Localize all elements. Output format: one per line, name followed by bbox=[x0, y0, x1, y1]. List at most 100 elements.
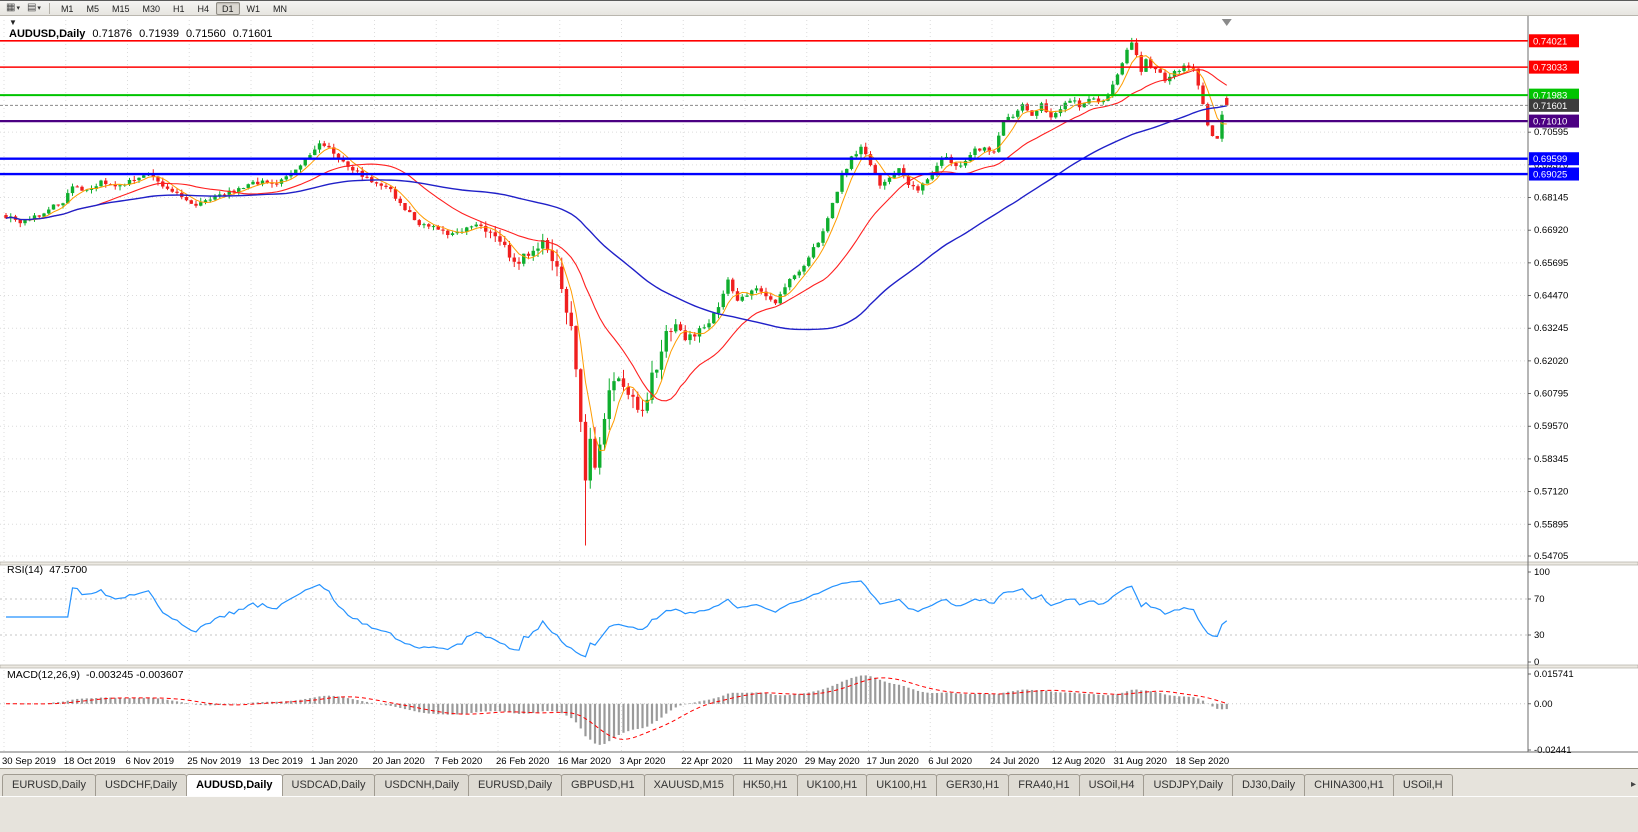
chart-tab[interactable]: HK50,H1 bbox=[732, 774, 798, 796]
svg-text:0.70595: 0.70595 bbox=[1534, 127, 1568, 138]
chart-window: 0.70595 0.69370 0.68145 0.66920 0.65695 0.644… bbox=[0, 16, 1638, 768]
symbol-label: AUDUSD,Daily bbox=[9, 28, 86, 40]
chart-template-icon: ▤ bbox=[26, 2, 37, 13]
chart-canvas[interactable]: 0.70595 0.69370 0.68145 0.66920 0.65695 0.644… bbox=[0, 16, 1638, 768]
chart-tab[interactable]: DJ30,Daily bbox=[1231, 774, 1306, 796]
timeframe-button-mn[interactable]: MN bbox=[273, 3, 288, 14]
svg-text:20 Jan 2020: 20 Jan 2020 bbox=[373, 756, 425, 767]
svg-text:0.69025: 0.69025 bbox=[1533, 170, 1567, 181]
svg-text:30: 30 bbox=[1534, 630, 1545, 641]
svg-text:18 Oct 2019: 18 Oct 2019 bbox=[64, 756, 116, 767]
svg-text:31 Aug 2020: 31 Aug 2020 bbox=[1114, 756, 1167, 767]
timeframe-button-m15[interactable]: M15 bbox=[111, 3, 130, 14]
svg-text:6 Nov 2019: 6 Nov 2019 bbox=[126, 756, 175, 767]
timeframe-toolbar: ▦ ▾ ▤ ▾ M1 M5 M15 M30 H1 H4 D1 W1 MN bbox=[0, 0, 1638, 16]
tile-charts-button[interactable]: ▦ ▾ bbox=[3, 1, 23, 15]
rsi-value: 47.5700 bbox=[49, 564, 88, 576]
chart-tab[interactable]: GER30,H1 bbox=[936, 774, 1010, 796]
rsi-label: RSI(14) 47.5700 bbox=[7, 564, 87, 576]
svg-text:0: 0 bbox=[1534, 657, 1539, 668]
svg-text:0.71983: 0.71983 bbox=[1533, 91, 1567, 102]
svg-text:0.58345: 0.58345 bbox=[1534, 454, 1568, 465]
chart-tab[interactable]: UK100,H1 bbox=[866, 774, 938, 796]
macd-label: MACD(12,26,9) -0.003245 -0.003607 bbox=[7, 669, 183, 681]
status-bar bbox=[0, 796, 1638, 832]
svg-text:30 Sep 2019: 30 Sep 2019 bbox=[2, 756, 56, 767]
chevron-down-icon: ▾ bbox=[37, 4, 41, 12]
svg-text:0.59570: 0.59570 bbox=[1534, 421, 1568, 432]
svg-text:0.74021: 0.74021 bbox=[1533, 36, 1567, 47]
ohlc-high: 0.71939 bbox=[139, 28, 179, 40]
svg-text:11 May 2020: 11 May 2020 bbox=[743, 756, 797, 767]
ohlc-close: 0.71601 bbox=[232, 28, 273, 40]
svg-text:17 Jun 2020: 17 Jun 2020 bbox=[867, 756, 919, 767]
rsi-name: RSI(14) bbox=[7, 564, 44, 576]
svg-text:100: 100 bbox=[1534, 567, 1550, 578]
svg-text:0.54705: 0.54705 bbox=[1534, 551, 1568, 562]
chart-tab[interactable]: USOil,H4 bbox=[1078, 774, 1145, 796]
svg-text:70: 70 bbox=[1534, 594, 1545, 605]
svg-text:0.015741: 0.015741 bbox=[1534, 669, 1574, 680]
svg-text:26 Feb 2020: 26 Feb 2020 bbox=[496, 756, 549, 767]
chart-tab[interactable]: CHINA300,H1 bbox=[1304, 774, 1394, 796]
timeframe-button-d1[interactable]: D1 bbox=[216, 1, 240, 15]
svg-text:24 Jul 2020: 24 Jul 2020 bbox=[990, 756, 1039, 767]
chart-title: AUDUSD,Daily 0.71876 0.71939 0.71560 0.71601 bbox=[9, 28, 272, 40]
svg-text:0.71010: 0.71010 bbox=[1533, 117, 1567, 128]
svg-text:22 Apr 2020: 22 Apr 2020 bbox=[681, 756, 732, 767]
svg-text:6 Jul 2020: 6 Jul 2020 bbox=[928, 756, 972, 767]
chart-tab[interactable]: USDJPY,Daily bbox=[1143, 774, 1233, 796]
svg-text:3 Apr 2020: 3 Apr 2020 bbox=[620, 756, 666, 767]
chart-tab[interactable]: USDCNH,Daily bbox=[374, 774, 470, 796]
timeframe-button-h4[interactable]: H4 bbox=[197, 3, 210, 14]
chart-tab[interactable]: USDCHF,Daily bbox=[94, 774, 188, 796]
svg-text:1 Jan 2020: 1 Jan 2020 bbox=[311, 756, 358, 767]
chart-menu-arrow-icon[interactable]: ▼ bbox=[9, 18, 17, 27]
timeframe-button-h1[interactable]: H1 bbox=[173, 3, 185, 14]
chart-tab[interactable]: UK100,H1 bbox=[796, 774, 868, 796]
svg-text:0.57120: 0.57120 bbox=[1534, 487, 1568, 498]
svg-text:0.71601: 0.71601 bbox=[1533, 101, 1567, 112]
svg-text:16 Mar 2020: 16 Mar 2020 bbox=[558, 756, 611, 767]
chart-tab[interactable]: FRA40,H1 bbox=[1008, 774, 1080, 796]
svg-text:0.62020: 0.62020 bbox=[1534, 356, 1568, 367]
chart-tab[interactable]: EURUSD,Daily bbox=[2, 774, 96, 796]
timeframe-button-m30[interactable]: M30 bbox=[142, 3, 160, 14]
svg-text:0.66920: 0.66920 bbox=[1534, 225, 1568, 236]
svg-text:12 Aug 2020: 12 Aug 2020 bbox=[1052, 756, 1105, 767]
svg-text:0.64470: 0.64470 bbox=[1534, 291, 1568, 302]
chart-tabs: EURUSD,Daily USDCHF,Daily AUDUSD,Daily USDC… bbox=[2, 774, 1453, 796]
svg-text:0.69370: 0.69370 bbox=[1534, 160, 1568, 171]
chart-tab[interactable]: XAUUSD,M15 bbox=[643, 774, 734, 796]
svg-text:0.55895: 0.55895 bbox=[1534, 519, 1568, 530]
macd-name: MACD(12,26,9) bbox=[7, 669, 80, 681]
timeframe-button-m1[interactable]: M1 bbox=[60, 3, 74, 14]
svg-text:-0.02441: -0.02441 bbox=[1534, 745, 1572, 756]
svg-text:13 Dec 2019: 13 Dec 2019 bbox=[249, 756, 303, 767]
toolbar-separator bbox=[48, 2, 50, 14]
svg-text:29 May 2020: 29 May 2020 bbox=[805, 756, 860, 767]
chart-tab[interactable]: USOil,H bbox=[1392, 774, 1453, 796]
svg-text:25 Nov 2019: 25 Nov 2019 bbox=[187, 756, 241, 767]
tab-scroll-right-icon[interactable]: ▸ bbox=[1630, 779, 1636, 790]
timeframe-button-w1[interactable]: W1 bbox=[246, 3, 261, 14]
svg-text:0.00: 0.00 bbox=[1534, 699, 1553, 710]
chart-template-button[interactable]: ▤ ▾ bbox=[24, 1, 44, 15]
chevron-down-icon: ▾ bbox=[16, 4, 20, 12]
chart-tab[interactable]: EURUSD,Daily bbox=[468, 774, 562, 796]
svg-text:0.60795: 0.60795 bbox=[1534, 389, 1568, 400]
timeframe-buttons: M1 M5 M15 M30 H1 H4 D1 W1 MN bbox=[55, 1, 293, 15]
chart-tab[interactable]: USDCAD,Daily bbox=[281, 774, 376, 796]
chart-tab[interactable]: GBPUSD,H1 bbox=[561, 774, 645, 796]
svg-text:0.63245: 0.63245 bbox=[1534, 323, 1568, 334]
svg-text:7 Feb 2020: 7 Feb 2020 bbox=[434, 756, 482, 767]
ohlc-low: 0.71560 bbox=[185, 28, 226, 40]
svg-text:0.73033: 0.73033 bbox=[1533, 63, 1567, 74]
chart-tab[interactable]: AUDUSD,Daily bbox=[186, 774, 283, 796]
svg-text:0.69599: 0.69599 bbox=[1533, 154, 1567, 165]
svg-text:0.68145: 0.68145 bbox=[1534, 193, 1568, 204]
ohlc-open: 0.71876 bbox=[92, 28, 133, 40]
timeframe-button-m5[interactable]: M5 bbox=[86, 3, 99, 14]
chart-tabs-bar: EURUSD,Daily USDCHF,Daily AUDUSD,Daily USDC… bbox=[0, 768, 1638, 796]
